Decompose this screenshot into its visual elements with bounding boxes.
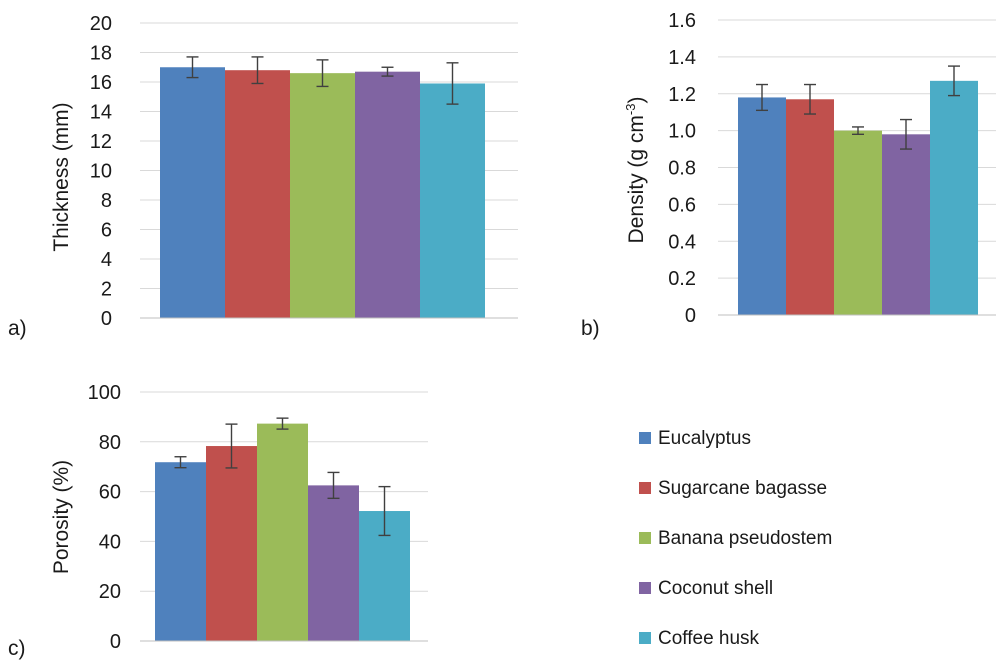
panel-c-bars	[155, 423, 410, 641]
panel-a-error-bar-banana-pseudostem	[316, 59, 329, 88]
panel-c-error-bars	[174, 417, 391, 537]
panel-c-bar-coconut-shell	[308, 485, 359, 641]
panel-a-bar-eucalyptus	[160, 67, 225, 318]
panel-a-y-tick-label: 6	[101, 220, 112, 242]
legend-label-eucalyptus: Eucalyptus	[658, 428, 751, 449]
legend-swatch-banana-pseudostem	[639, 532, 651, 544]
panel-a-y-tick-label: 20	[90, 13, 112, 35]
panel-b-y-axis-label-end: )	[625, 97, 648, 104]
panel-b-y-axis-label: Density (g cm-3)	[623, 97, 648, 244]
panel-a-bar-coffee-husk	[420, 83, 485, 318]
panel-b-y-tick-label: 0	[685, 305, 696, 327]
panel-a-bar-coconut-shell	[355, 71, 420, 318]
panel-a-error-bars	[186, 56, 459, 105]
panel-b-y-tick-label: 0.4	[668, 231, 696, 253]
legend-label-coconut-shell: Coconut shell	[658, 578, 773, 599]
panel-c-error-bar-sugarcane-bagasse	[225, 423, 238, 469]
legend-swatch-eucalyptus	[639, 432, 651, 444]
panel-a-y-tick-label: 14	[90, 102, 112, 124]
panel-c-y-tick-label: 20	[99, 581, 121, 603]
panel-b-y-tick-label: 1.0	[668, 121, 696, 143]
legend-label-coffee-husk: Coffee husk	[658, 628, 760, 649]
panel-b-y-axis-label-sup: -3	[623, 104, 638, 116]
panel-c-bar-sugarcane-bagasse	[206, 446, 257, 641]
panel-b-bar-eucalyptus	[738, 97, 786, 315]
panel-b-y-tick-label: 0.8	[668, 158, 696, 180]
panel-c-label: c)	[8, 637, 26, 660]
panel-c-y-tick-label: 80	[99, 432, 121, 454]
legend-label-sugarcane-bagasse: Sugarcane bagasse	[658, 478, 827, 499]
panel-b-bar-sugarcane-bagasse	[786, 99, 834, 315]
panel-a-y-tick-label: 10	[90, 161, 112, 183]
panel-b-bar-banana-pseudostem	[834, 130, 882, 315]
panel-a-bar-sugarcane-bagasse	[225, 70, 290, 318]
panel-a-error-bar-eucalyptus	[186, 56, 199, 79]
panel-c-y-axis-label: Porosity (%)	[50, 460, 73, 574]
panel-a-y-axis-label: Thickness (mm)	[50, 102, 73, 251]
legend-label-banana-pseudostem: Banana pseudostem	[658, 528, 832, 549]
legend-swatch-coconut-shell	[639, 582, 651, 594]
panel-b-y-tick-label: 0.2	[668, 268, 696, 290]
panel-b-error-bar-sugarcane-bagasse	[804, 83, 816, 115]
panel-a-y-tick-label: 12	[90, 131, 112, 153]
panel-b-y-tick-label: 0.6	[668, 194, 696, 216]
panel-b-y-axis-label-main: Density (g cm	[625, 115, 648, 243]
panel-b-error-bar-eucalyptus	[756, 83, 768, 112]
panel-c-y-ticks: 0 20 40 60 80 100	[88, 382, 121, 653]
panel-b-bars	[738, 80, 978, 315]
panel-b-bar-coffee-husk	[930, 80, 978, 315]
legend-swatch-coffee-husk	[639, 632, 651, 644]
panel-a: 0 2 4 6 8 10 12 14 16 18 20 Thickness (mm) a)	[8, 13, 518, 340]
panel-b-y-tick-label: 1.4	[668, 47, 696, 69]
panel-a-y-tick-label: 18	[90, 43, 112, 65]
panel-a-error-bar-coffee-husk	[446, 62, 459, 105]
panel-a-y-tick-label: 16	[90, 72, 112, 94]
panel-b-error-bars	[756, 65, 960, 150]
panel-a-bar-banana-pseudostem	[290, 73, 355, 319]
panel-b-label: b)	[581, 317, 600, 340]
panel-c-bar-banana-pseudostem	[257, 423, 308, 641]
panel-c-y-tick-label: 0	[110, 631, 121, 653]
panel-b: 0 0.2 0.4 0.6 0.8 1.0 1.2 1.4 1.6 Density (g cm-…	[581, 10, 996, 340]
panel-a-y-tick-label: 0	[101, 308, 112, 330]
panel-a-error-bar-coconut-shell	[381, 66, 394, 77]
panel-b-bar-coconut-shell	[882, 134, 930, 315]
panel-b-error-bar-banana-pseudostem	[852, 126, 864, 136]
panel-c: 0 20 40 60 80 100 Porosity (%) c)	[8, 382, 428, 660]
panel-c-error-bar-banana-pseudostem	[276, 417, 289, 430]
panel-b-error-bar-coconut-shell	[900, 118, 912, 150]
legend: Eucalyptus Sugarcane bagasse Banana pseu…	[639, 428, 832, 649]
panel-a-label: a)	[8, 317, 27, 340]
panel-a-y-tick-label: 2	[101, 279, 112, 301]
panel-a-y-ticks: 0 2 4 6 8 10 12 14 16 18 20	[90, 13, 112, 330]
panel-b-y-tick-label: 1.2	[668, 84, 696, 106]
legend-swatch-sugarcane-bagasse	[639, 482, 651, 494]
panel-c-error-bar-coffee-husk	[378, 485, 391, 537]
panel-c-error-bar-coconut-shell	[327, 471, 340, 500]
panel-a-error-bar-sugarcane-bagasse	[251, 56, 264, 85]
panel-a-y-tick-label: 8	[101, 190, 112, 212]
panel-b-y-tick-label: 1.6	[668, 10, 696, 32]
panel-b-error-bar-coffee-husk	[948, 65, 960, 97]
panel-b-y-ticks: 0 0.2 0.4 0.6 0.8 1.0 1.2 1.4 1.6	[668, 10, 696, 327]
panel-c-y-tick-label: 60	[99, 482, 121, 504]
panel-a-bars	[160, 67, 485, 319]
panel-c-bar-eucalyptus	[155, 462, 206, 641]
panel-c-y-tick-label: 40	[99, 531, 121, 553]
panel-c-y-tick-label: 100	[88, 382, 121, 404]
panel-c-error-bar-eucalyptus	[174, 456, 187, 469]
panel-a-y-tick-label: 4	[101, 249, 112, 271]
